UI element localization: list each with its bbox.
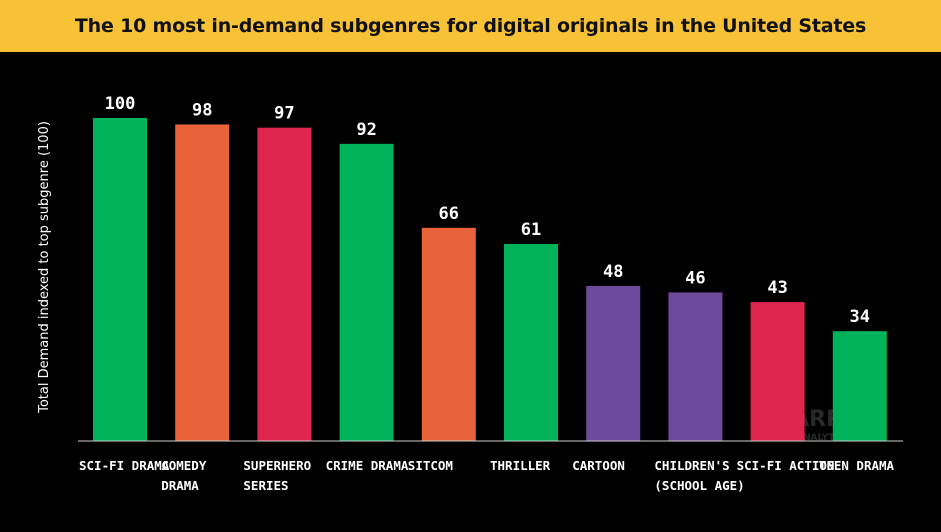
bar-chart: PARROT ANALYTICS Total Demand indexed to… (37, 94, 903, 493)
category-label-line: SUPERHERO (243, 458, 311, 473)
bar-value-label: 61 (521, 220, 541, 240)
category-label-line: COMEDY (161, 458, 207, 473)
category-label: SCI-FI DRAMA (79, 458, 170, 473)
category-label-line: DRAMA (161, 478, 199, 493)
category-label-line: CARTOON (572, 458, 625, 473)
category-label: CHILDREN'S (SCHOOL AGE) (654, 458, 744, 493)
category-label: CARTOON (572, 458, 625, 473)
bar-value-label: 100 (105, 94, 136, 114)
bar-value-label: 98 (192, 100, 212, 120)
category-label: TEEN DRAMA (819, 458, 895, 473)
category-label-line: (SCHOOL AGE) (654, 478, 744, 493)
bar (421, 227, 476, 441)
category-label: SCI-FI ACTION (737, 458, 835, 473)
bar (832, 331, 887, 441)
category-label-line: THRILLER (490, 458, 551, 473)
bar (750, 302, 805, 441)
bar (586, 285, 641, 441)
bar (257, 127, 312, 441)
bar-value-label: 46 (685, 268, 705, 288)
bar-value-label: 97 (274, 104, 294, 124)
bar (93, 118, 147, 441)
category-label-line: SCI-FI ACTION (737, 458, 835, 473)
category-label: THRILLER (490, 458, 551, 473)
y-axis-label: Total Demand indexed to top subgenre (10… (37, 121, 52, 414)
bar (339, 143, 394, 441)
bar-value-label: 66 (439, 204, 459, 224)
bar-value-label: 43 (767, 278, 787, 298)
bar (175, 124, 230, 442)
category-label: SUPERHERO SERIES (243, 458, 311, 493)
chart-title: The 10 most in-demand subgenres for digi… (74, 15, 867, 37)
title-bar: The 10 most in-demand subgenres for digi… (0, 0, 941, 52)
category-label-line: TEEN DRAMA (819, 458, 895, 473)
category-label-line: SERIES (243, 478, 288, 493)
category-label-line: SCI-FI DRAMA (79, 458, 170, 473)
category-label: COMEDY DRAMA (161, 458, 207, 493)
watermark-line2: ANALYTICS (796, 433, 851, 443)
bar (504, 243, 558, 441)
category-label: SITCOM (408, 458, 453, 473)
category-label-line: CHILDREN'S (654, 458, 729, 473)
category-label-line: CRIME DRAMA (326, 458, 409, 473)
bar (668, 292, 723, 441)
bar-value-label: 34 (850, 307, 870, 327)
category-label-line: SITCOM (408, 458, 453, 473)
bar-value-label: 92 (356, 120, 376, 140)
bar-value-label: 48 (603, 262, 623, 282)
category-label: CRIME DRAMA (326, 458, 409, 473)
